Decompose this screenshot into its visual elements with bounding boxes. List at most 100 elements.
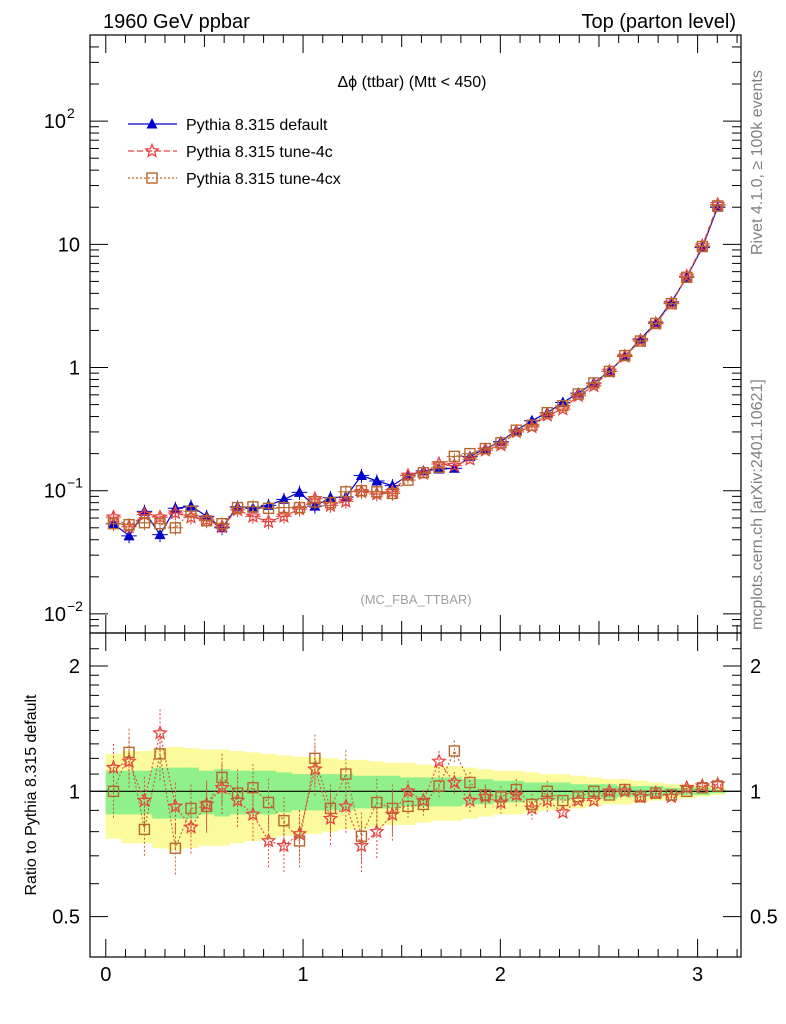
series-line xyxy=(113,206,719,537)
data-point xyxy=(278,501,290,514)
ratio-point xyxy=(136,792,153,808)
legend-label: Pythia 8.315 tune-4c xyxy=(186,144,333,161)
ratio-point xyxy=(495,791,507,803)
data-point xyxy=(650,317,662,330)
data-point xyxy=(245,508,261,524)
ratio-point xyxy=(123,746,135,759)
ratio-point xyxy=(185,802,197,815)
data-point xyxy=(712,200,724,212)
ratio-point xyxy=(245,806,261,822)
data-point xyxy=(355,485,368,497)
ratio-point xyxy=(665,789,678,801)
process-label: Top (parton level) xyxy=(581,11,736,33)
data-point xyxy=(464,447,476,460)
ratio-point xyxy=(464,776,476,789)
ratio-point xyxy=(601,783,618,798)
data-point xyxy=(510,424,523,436)
ratio-point xyxy=(386,802,399,815)
data-point xyxy=(309,496,321,508)
ratio-point xyxy=(681,785,693,798)
y-tick-label: 1 xyxy=(69,358,80,380)
ratio-point xyxy=(603,789,616,801)
main-plot-ticks xyxy=(90,35,741,633)
data-point xyxy=(355,469,367,480)
data-point xyxy=(260,513,277,529)
legend-label: Pythia 8.315 tune-4cx xyxy=(186,171,341,188)
data-point xyxy=(402,474,414,486)
ratio-point xyxy=(431,753,447,768)
x-tick-label: 3 xyxy=(692,964,703,986)
data-point xyxy=(433,461,445,473)
ratio-point xyxy=(371,796,383,809)
data-point xyxy=(247,501,259,513)
ratio-point xyxy=(696,782,709,794)
plot-title: Δϕ (ttbar) (Mtt < 450) xyxy=(337,74,486,91)
ratio-point xyxy=(462,792,478,808)
y-tick-label: 10 xyxy=(44,481,66,503)
ratio-y-tick-label: 2 xyxy=(69,656,80,678)
data-point xyxy=(338,493,354,508)
ratio-point xyxy=(309,752,321,765)
ratio-point xyxy=(262,796,275,809)
ratio-point xyxy=(200,800,213,813)
ratio-y-tick-label-right: 1 xyxy=(750,781,761,803)
ratio-point xyxy=(526,798,538,811)
data-point xyxy=(216,517,228,530)
ratio-point xyxy=(712,780,724,792)
data-point xyxy=(138,517,151,529)
rivet-label: Rivet 4.1.0, ≥ 100k events xyxy=(749,70,766,255)
data-point xyxy=(169,522,182,534)
series-line xyxy=(113,205,719,529)
ratio-point xyxy=(446,774,463,790)
data-point xyxy=(634,335,647,347)
x-tick-label: 0 xyxy=(100,964,111,986)
ratio-point xyxy=(634,791,647,803)
legend-marker xyxy=(146,172,158,184)
ratio-y-tick-label-right: 0.5 xyxy=(750,907,778,929)
ratio-line xyxy=(112,749,718,851)
legend-entry: Pythia 8.315 default xyxy=(128,117,328,134)
y-tick-label: 10 xyxy=(58,234,80,256)
data-point xyxy=(107,517,120,530)
data-point xyxy=(619,349,631,362)
ratio-point xyxy=(557,794,569,807)
legend-marker xyxy=(146,118,158,129)
ratio-point xyxy=(369,823,385,839)
data-point xyxy=(185,505,197,518)
data-point xyxy=(278,493,290,504)
ratio-point xyxy=(479,789,492,801)
ratio-point xyxy=(586,792,602,808)
x-tick-label: 2 xyxy=(495,964,506,986)
ratio-point xyxy=(417,798,430,811)
ratio-point xyxy=(216,771,228,784)
y-tick-base: 10 xyxy=(58,234,80,256)
data-point xyxy=(154,517,166,530)
ratio-plot-panel: 0.5 0.5 1 1 2 2 0 1 2 3 Ratio to Pythia 8.315 def… xyxy=(23,632,778,986)
y-tick-base: 10 xyxy=(44,111,66,133)
ratio-series-tune-4cx xyxy=(107,728,724,876)
ratio-plot-ticks xyxy=(90,633,741,957)
ratio-point xyxy=(276,837,292,853)
uncertainty-band-green xyxy=(105,767,726,819)
data-point xyxy=(123,529,135,541)
data-point xyxy=(200,515,213,527)
ratio-point xyxy=(541,785,553,798)
data-point xyxy=(681,271,693,283)
data-point xyxy=(262,502,275,514)
ratio-line xyxy=(113,732,718,847)
ratio-point xyxy=(324,802,337,815)
ratio-y-tick-label: 0.5 xyxy=(52,907,80,929)
x-tick-label: 1 xyxy=(297,964,308,986)
ratio-point xyxy=(539,792,556,808)
ratio-point xyxy=(338,798,354,813)
data-point xyxy=(340,486,352,498)
ratio-point xyxy=(154,748,166,760)
data-point xyxy=(371,486,383,498)
y-tick-label: 10 xyxy=(44,604,66,626)
ratio-point xyxy=(105,759,122,775)
y-tick-base: 10 xyxy=(44,481,66,503)
data-point xyxy=(603,365,616,378)
ratio-point xyxy=(278,814,290,827)
series-line xyxy=(113,204,719,528)
